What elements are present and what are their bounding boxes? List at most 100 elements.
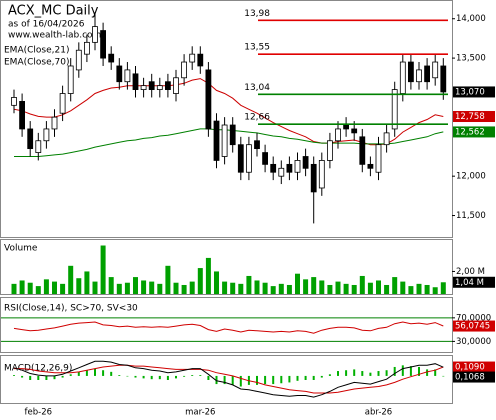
y-tick-label: 70,0000 (456, 313, 491, 323)
volume-bar (440, 282, 446, 294)
last-value-label: 12,758 (455, 112, 485, 122)
volume-bar (359, 275, 365, 294)
last-value-tag (453, 371, 495, 383)
histogram-bar (191, 375, 194, 376)
macd-panel (0, 355, 453, 404)
candle-body (440, 65, 447, 93)
histogram-bar (94, 368, 96, 376)
indicator-line (14, 364, 444, 394)
histogram-bar (304, 375, 307, 380)
volume-bar (408, 286, 414, 294)
volume-bar (43, 279, 49, 294)
volume-bar (262, 282, 268, 294)
candle-body (19, 100, 26, 130)
histogram-bar (61, 375, 64, 378)
candle-body (156, 85, 163, 90)
y-tick-label: 13,500 (456, 54, 486, 64)
indicator-line (13, 78, 444, 146)
histogram-bar (126, 375, 129, 377)
candle-body (51, 116, 58, 130)
candle-body (416, 69, 422, 83)
chart-subtitle: as of 16/04/2026 (8, 20, 85, 30)
histogram-bar (85, 370, 88, 376)
candle-body (343, 124, 350, 130)
volume-bar (124, 282, 130, 294)
level-label: 13,04 (244, 83, 270, 93)
volume-bar (295, 273, 300, 294)
x-tick-label: abr-26 (365, 408, 392, 418)
histogram-bar (345, 370, 348, 376)
indicator-line (14, 128, 444, 157)
histogram-bar (118, 375, 121, 376)
volume-bar (68, 265, 74, 294)
candle-body (407, 61, 414, 83)
histogram-bar (45, 375, 48, 380)
candle-body (132, 73, 139, 90)
histogram-bar (280, 375, 283, 384)
volume-bar (222, 281, 228, 294)
legend-entry: EMA(Close,70) (4, 58, 69, 68)
candle-body (351, 128, 358, 134)
volume-bar (254, 280, 260, 294)
last-value-label: 56,0745 (455, 322, 490, 332)
histogram-bar (215, 375, 218, 385)
candle-body (237, 144, 244, 173)
last-value-tag (453, 111, 495, 123)
histogram-bar (320, 375, 323, 378)
histogram-bar (223, 375, 226, 385)
candle-body (391, 89, 398, 130)
level-label: 12,66 (244, 113, 270, 123)
candle-body (424, 65, 431, 83)
volume-bar (303, 279, 309, 294)
candle-body (108, 53, 115, 63)
candle-body (286, 163, 293, 173)
histogram-bar (150, 375, 153, 380)
last-value-label: 0,1090 (455, 363, 485, 373)
y-tick-label: 12,000 (456, 172, 486, 182)
last-value-tag (453, 126, 495, 138)
candle-body (27, 128, 34, 150)
last-value-tag (453, 276, 495, 288)
candle-body (43, 128, 50, 142)
candle-body (197, 53, 204, 67)
histogram-bar (377, 371, 380, 376)
histogram-bar (77, 371, 80, 376)
level-label: 13,98 (244, 9, 270, 19)
y-tick-label: 30,0000 (456, 337, 491, 347)
volume-bar (133, 277, 138, 294)
candle-body (181, 61, 188, 79)
candle-body (254, 140, 260, 150)
candle-body (35, 140, 42, 153)
candle-body (432, 61, 439, 79)
candle-body (92, 26, 98, 43)
rsi-panel (0, 297, 453, 353)
candle-body (116, 65, 123, 83)
histogram-bar (69, 374, 72, 376)
volume-bar (270, 286, 276, 294)
volume-bar (100, 245, 106, 294)
candle-body (399, 61, 406, 94)
volume-bar (319, 280, 325, 294)
volume-bar (392, 277, 398, 294)
histogram-bar (401, 365, 404, 376)
volume-bar (311, 277, 317, 294)
candle-body (221, 124, 228, 157)
volume-bar (27, 282, 33, 294)
volume-bar (214, 271, 219, 294)
volume-bar (141, 280, 147, 294)
histogram-bar (272, 375, 275, 385)
candle-body (140, 85, 147, 90)
histogram-bar (434, 369, 437, 376)
volume-bar (197, 268, 203, 294)
candle-body (359, 136, 366, 165)
candle-body (302, 156, 309, 169)
candle-body (67, 65, 74, 94)
chart-title: ACX_MC Daily (8, 4, 99, 19)
volume-bar (432, 287, 438, 294)
histogram-bar (207, 375, 210, 380)
candle-body (367, 163, 374, 169)
histogram-bar (166, 375, 169, 380)
volume-bar (60, 283, 66, 294)
volume-bar (157, 283, 163, 294)
